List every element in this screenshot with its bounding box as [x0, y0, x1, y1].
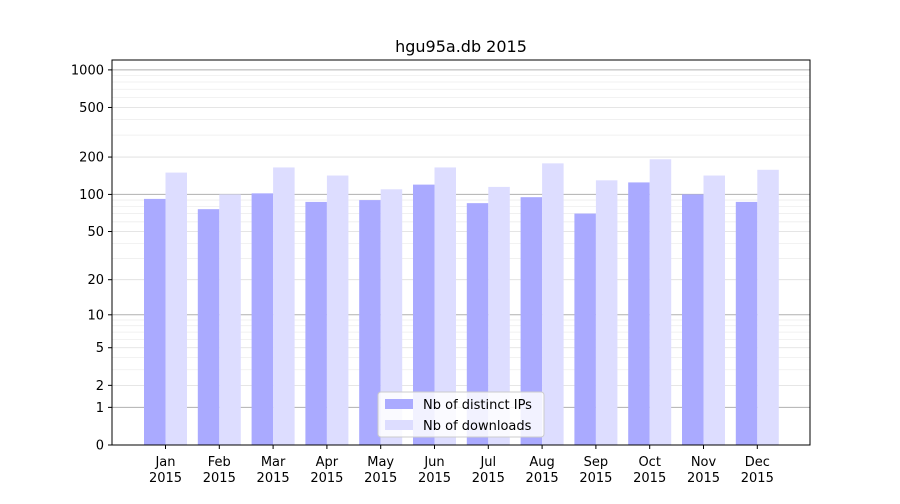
- legend-label: Nb of downloads: [423, 419, 532, 434]
- x-tick-label-month: Jul: [479, 455, 496, 470]
- y-tick-label: 10: [87, 308, 104, 323]
- x-axis: Jan2015Feb2015Mar2015Apr2015May2015Jun20…: [149, 445, 774, 486]
- bar-downloads: [757, 169, 779, 445]
- plot-frame: [111, 59, 811, 446]
- y-tick-label: 500: [79, 101, 104, 116]
- chart-title: hgu95a.db 2015: [395, 37, 527, 56]
- x-tick-label-month: Aug: [529, 455, 554, 470]
- x-tick-label-month: Dec: [745, 455, 770, 470]
- x-tick-label-year: 2015: [149, 471, 182, 486]
- bar-distinct-ips: [197, 209, 220, 445]
- bar-downloads: [165, 172, 187, 445]
- x-tick-label-year: 2015: [310, 471, 343, 486]
- x-tick-label-month: Feb: [208, 455, 231, 470]
- x-tick-label-month: Nov: [691, 455, 717, 470]
- y-tick-label: 1: [96, 401, 104, 416]
- y-tick-label: 50: [87, 225, 104, 240]
- bar-downloads: [649, 159, 672, 445]
- x-tick-label-month: Oct: [638, 455, 660, 470]
- bar-distinct-ips: [735, 201, 758, 445]
- bar-distinct-ips: [682, 194, 704, 445]
- bar-downloads: [219, 194, 241, 445]
- y-tick-label: 200: [79, 151, 104, 166]
- bar-distinct-ips: [413, 184, 435, 445]
- bar-downloads: [703, 175, 725, 445]
- x-tick-label-year: 2015: [472, 471, 505, 486]
- bar-distinct-ips: [574, 213, 596, 445]
- y-axis: 0 1 2 5 10 20 50 100 200 500 1000: [71, 63, 112, 454]
- bars: [144, 159, 779, 446]
- x-tick-label-year: 2015: [203, 471, 236, 486]
- bar-downloads: [273, 167, 295, 445]
- x-tick-label-year: 2015: [741, 471, 774, 486]
- x-tick-label-year: 2015: [633, 471, 666, 486]
- bar-distinct-ips: [520, 197, 543, 445]
- y-tick-label: 0: [96, 439, 104, 454]
- bar-distinct-ips: [466, 203, 489, 445]
- x-tick-label-month: Jan: [154, 455, 175, 470]
- y-tick-label: 5: [96, 341, 104, 356]
- legend: Nb of distinct IPs Nb of downloads: [377, 391, 545, 438]
- y-tick-label: 1000: [71, 63, 104, 78]
- x-tick-label-year: 2015: [364, 471, 397, 486]
- bar-downloads: [434, 167, 456, 445]
- legend-box: [377, 391, 545, 438]
- bar-downloads: [326, 175, 349, 445]
- bar-downloads: [595, 180, 618, 445]
- x-tick-label-year: 2015: [257, 471, 290, 486]
- x-tick-label-month: Sep: [584, 455, 609, 470]
- y-tick-label: 2: [96, 379, 104, 394]
- legend-swatch: [385, 420, 413, 430]
- legend-swatch: [385, 399, 413, 409]
- y-tick-label: 100: [79, 188, 104, 203]
- x-tick-label-month: May: [367, 455, 394, 470]
- bar-distinct-ips: [628, 182, 650, 445]
- bar-downloads: [380, 189, 403, 445]
- bar-distinct-ips: [144, 198, 166, 445]
- x-tick-label-year: 2015: [526, 471, 559, 486]
- legend-label: Nb of distinct IPs: [423, 398, 532, 413]
- x-tick-label-month: Apr: [316, 455, 339, 470]
- x-tick-label-month: Jun: [423, 455, 444, 470]
- x-tick-label-year: 2015: [418, 471, 451, 486]
- bar-distinct-ips: [251, 193, 274, 445]
- y-tick-label: 20: [87, 273, 104, 288]
- x-tick-label-year: 2015: [687, 471, 720, 486]
- bar-distinct-ips: [359, 200, 381, 445]
- x-tick-label-year: 2015: [579, 471, 612, 486]
- bar-distinct-ips: [305, 201, 327, 445]
- bar-downloads: [488, 186, 510, 445]
- bar-downloads: [542, 163, 564, 446]
- x-tick-label-month: Mar: [261, 455, 286, 470]
